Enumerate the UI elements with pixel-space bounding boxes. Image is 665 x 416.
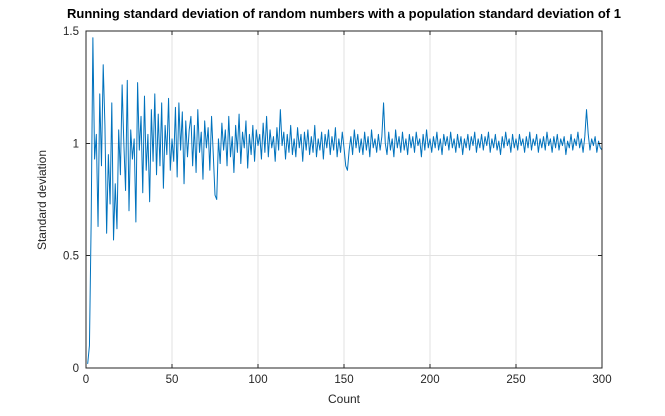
x-tick-label: 150 <box>334 374 353 386</box>
chart-title: Running standard deviation of random num… <box>67 6 621 21</box>
x-tick-label: 0 <box>83 374 89 386</box>
series-line <box>87 37 603 365</box>
x-tick-label: 300 <box>592 374 611 386</box>
x-tick-label: 250 <box>506 374 525 386</box>
x-tick-label: 200 <box>420 374 439 386</box>
x-axis-label: Count <box>327 392 361 406</box>
y-tick-label: 0 <box>73 363 79 375</box>
x-tick-label: 50 <box>166 374 179 386</box>
y-tick-label: 0.5 <box>63 251 79 263</box>
x-tick-label: 100 <box>248 374 267 386</box>
y-tick-label: 1.5 <box>63 26 79 38</box>
y-tick-label: 1 <box>73 138 79 150</box>
